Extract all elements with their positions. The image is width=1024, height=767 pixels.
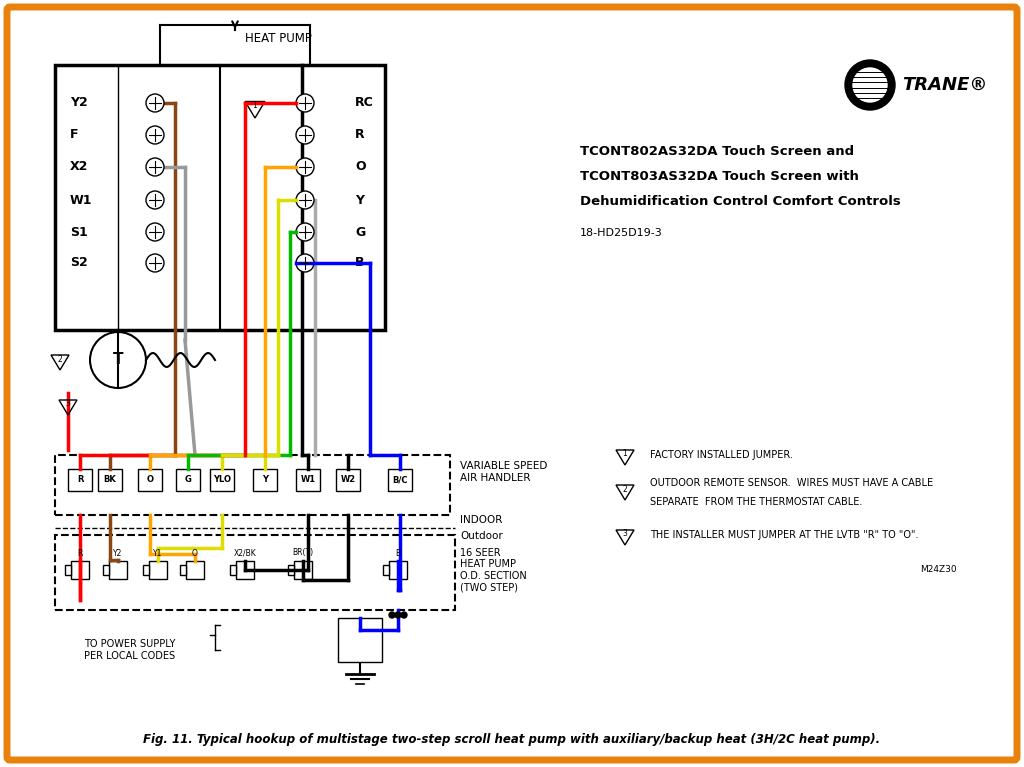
Text: 18-HD25D19-3: 18-HD25D19-3 [580,228,663,238]
Text: W1: W1 [300,476,315,485]
Text: BK: BK [103,476,117,485]
Text: HEAT PUMP: HEAT PUMP [245,31,312,44]
Text: YLO: YLO [213,476,231,485]
Text: 16 SEER
HEAT PUMP
O.D. SECTION
(TWO STEP): 16 SEER HEAT PUMP O.D. SECTION (TWO STEP… [460,548,526,592]
Circle shape [146,191,164,209]
Text: S2: S2 [70,256,88,269]
Bar [103,565,109,575]
Text: Y1: Y1 [154,548,163,558]
Circle shape [853,68,887,102]
Text: TCONT803AS32DA Touch Screen with: TCONT803AS32DA Touch Screen with [580,170,859,183]
Text: O: O [355,160,366,173]
Text: VARIABLE SPEED
AIR HANDLER: VARIABLE SPEED AIR HANDLER [460,461,548,482]
Circle shape [296,191,314,209]
Text: RC: RC [355,97,374,110]
Bar [138,469,162,491]
Text: Y: Y [262,476,268,485]
Bar [176,469,200,491]
Bar [236,561,254,579]
Circle shape [146,158,164,176]
Text: B: B [395,548,400,558]
Text: O: O [146,476,154,485]
Text: TCONT802AS32DA Touch Screen and: TCONT802AS32DA Touch Screen and [580,145,854,158]
Bar [288,565,294,575]
Text: X2: X2 [70,160,88,173]
Text: (3 PH
ONLY): (3 PH ONLY) [347,630,373,650]
Text: W1: W1 [70,193,92,206]
Text: 3: 3 [623,529,628,538]
Bar [68,469,92,491]
Bar [230,565,236,575]
Text: F: F [70,129,79,141]
Bar [55,65,385,330]
Bar [180,565,186,575]
Bar [210,469,234,491]
Text: W2: W2 [340,476,355,485]
Text: Dehumidification Control Comfort Controls: Dehumidification Control Comfort Control… [580,195,901,208]
Bar [55,535,455,610]
Circle shape [146,126,164,144]
Text: G: G [355,225,366,239]
Bar [143,565,150,575]
Text: TRANE®: TRANE® [902,76,987,94]
Text: Fig. 11. Typical hookup of multistage two-step scroll heat pump with auxiliary/b: Fig. 11. Typical hookup of multistage tw… [143,733,881,746]
Text: T: T [113,353,123,367]
Circle shape [90,332,146,388]
Text: O: O [193,548,198,558]
Text: B/C: B/C [392,476,408,485]
Bar [150,561,167,579]
Text: 2: 2 [623,485,628,493]
Text: 1: 1 [623,449,628,459]
Text: B: B [355,256,365,269]
Bar [55,455,450,515]
Text: SEPARATE  FROM THE THERMOSTAT CABLE.: SEPARATE FROM THE THERMOSTAT CABLE. [650,497,862,507]
Text: FACTORY INSTALLED JUMPER.: FACTORY INSTALLED JUMPER. [650,450,793,460]
Bar [65,565,71,575]
Circle shape [296,223,314,241]
Circle shape [401,612,407,618]
Circle shape [845,60,895,110]
Text: INDOOR: INDOOR [460,515,503,525]
Bar [253,469,278,491]
Text: R: R [355,129,365,141]
Circle shape [296,158,314,176]
Bar [383,565,389,575]
Text: Outdoor: Outdoor [460,531,503,541]
Text: Y2: Y2 [114,548,123,558]
Text: R: R [77,476,83,485]
Circle shape [395,612,401,618]
Circle shape [389,612,395,618]
Text: BR(T): BR(T) [293,548,313,558]
Circle shape [146,254,164,272]
Bar [388,469,412,491]
Bar [71,561,89,579]
Bar [294,561,312,579]
Circle shape [296,254,314,272]
Bar [389,561,407,579]
Text: G: G [184,476,191,485]
Text: TO POWER SUPPLY
PER LOCAL CODES: TO POWER SUPPLY PER LOCAL CODES [84,639,176,661]
Text: OUTDOOR REMOTE SENSOR.  WIRES MUST HAVE A CABLE: OUTDOOR REMOTE SENSOR. WIRES MUST HAVE A… [650,478,933,488]
Text: M24Z30: M24Z30 [920,565,956,574]
Text: Y2: Y2 [70,97,88,110]
Text: THE INSTALLER MUST JUMPER AT THE LVTB "R" TO "O".: THE INSTALLER MUST JUMPER AT THE LVTB "R… [650,530,919,540]
Bar [109,561,127,579]
Text: 3: 3 [66,400,71,409]
Text: R: R [78,548,83,558]
Bar [336,469,360,491]
Text: Y: Y [355,193,364,206]
Bar [98,469,122,491]
Text: X2/BK: X2/BK [233,548,256,558]
Circle shape [296,94,314,112]
Bar [186,561,204,579]
Circle shape [146,223,164,241]
Bar [296,469,319,491]
Text: S1: S1 [70,225,88,239]
Bar [338,618,382,662]
Text: 1: 1 [253,101,257,110]
Text: 2: 2 [57,354,62,364]
Circle shape [146,94,164,112]
Circle shape [296,126,314,144]
